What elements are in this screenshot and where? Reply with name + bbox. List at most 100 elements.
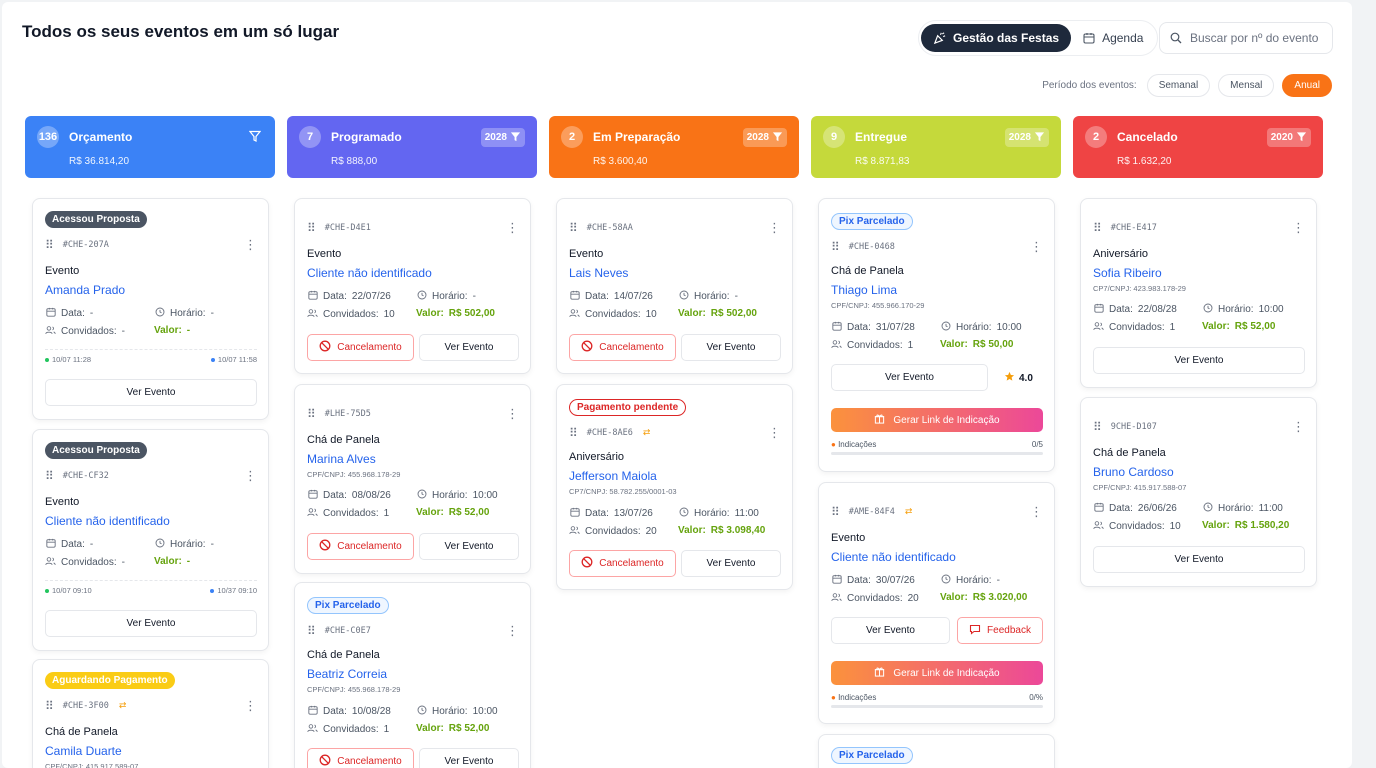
date-label: Data: xyxy=(323,291,347,302)
drag-handle-icon[interactable]: ⠿ xyxy=(1093,221,1102,235)
event-card[interactable]: ⠿ #CHE-D4E1 ⋮ Evento Cliente não identifi… xyxy=(294,198,531,374)
client-name[interactable]: Jefferson Maiola xyxy=(569,469,657,483)
event-card[interactable]: Aguardando Pagamento ⠿ #CHE-3F00 ⇄ ⋮ Chá … xyxy=(32,659,269,768)
column-1: 7 Programado R$ 888,00 2028 xyxy=(287,116,537,178)
column-total: R$ 888,00 xyxy=(331,156,378,167)
ban-icon xyxy=(581,556,593,571)
time-value: - xyxy=(210,539,214,550)
event-card[interactable]: ⠿ #CHE-58AA ⋮ Evento Lais Neves Data: 14/07… xyxy=(556,198,793,374)
view-event-button[interactable]: Ver Evento xyxy=(419,748,519,768)
year-filter[interactable]: 2028 xyxy=(480,128,525,147)
more-menu-icon[interactable]: ⋮ xyxy=(244,698,257,714)
drag-handle-icon[interactable]: ⠿ xyxy=(569,221,578,235)
drag-handle-icon[interactable]: ⠿ xyxy=(1093,420,1102,434)
event-id: #AME-84F4 xyxy=(848,507,895,517)
period-mensal[interactable]: Mensal xyxy=(1218,74,1275,97)
status-badge: Aguardando Pagamento xyxy=(45,672,175,689)
tab-agenda[interactable]: Agenda xyxy=(1071,24,1155,52)
generate-referral-link-button[interactable]: Gerar Link de Indicação xyxy=(831,408,1043,432)
more-menu-icon[interactable]: ⋮ xyxy=(768,220,781,236)
more-menu-icon[interactable]: ⋮ xyxy=(1030,239,1043,255)
view-event-button[interactable]: Ver Evento xyxy=(831,617,950,644)
view-event-button[interactable]: Ver Evento xyxy=(1093,546,1305,573)
drag-handle-icon[interactable]: ⠿ xyxy=(307,624,316,638)
cancel-button[interactable]: Cancelamento xyxy=(307,334,414,361)
event-card[interactable]: Acessou Proposta ⠿ #CHE-207A ⋮ Evento Ama… xyxy=(32,198,269,420)
button-label: Ver Evento xyxy=(1174,355,1224,366)
view-event-button[interactable]: Ver Evento xyxy=(831,364,988,391)
year-filter[interactable]: 2028 xyxy=(742,128,787,147)
client-name[interactable]: Amanda Prado xyxy=(45,283,126,297)
client-name[interactable]: Lais Neves xyxy=(569,266,629,280)
event-card[interactable]: Pix Parcelado xyxy=(818,734,1055,768)
more-menu-icon[interactable]: ⋮ xyxy=(768,425,781,441)
client-name[interactable]: Marina Alves xyxy=(307,452,376,466)
drag-handle-icon[interactable]: ⠿ xyxy=(307,407,316,421)
cancel-button[interactable]: Cancelamento xyxy=(307,748,414,768)
more-menu-icon[interactable]: ⋮ xyxy=(1292,220,1305,236)
period-semanal[interactable]: Semanal xyxy=(1146,74,1211,97)
column-header: 7 Programado R$ 888,00 2028 xyxy=(287,116,537,178)
guests-field: Convidados: 10 xyxy=(1093,520,1181,533)
client-name[interactable]: Thiago Lima xyxy=(831,283,898,297)
view-event-button[interactable]: Ver Evento xyxy=(45,379,257,406)
guests-field: Convidados: - xyxy=(45,556,125,569)
event-card[interactable]: ⠿ #CHE-E417 ⋮ Aniversário Sofia Ribeiro CP… xyxy=(1080,198,1317,388)
more-menu-icon[interactable]: ⋮ xyxy=(244,468,257,484)
feedback-button[interactable]: Feedback xyxy=(957,617,1043,644)
event-card[interactable]: Acessou Proposta ⠿ #CHE-CF32 ⋮ Evento Cli… xyxy=(32,429,269,651)
generate-referral-link-button[interactable]: Gerar Link de Indicação xyxy=(831,661,1043,685)
filter-icon[interactable] xyxy=(248,130,262,145)
more-menu-icon[interactable]: ⋮ xyxy=(506,406,519,422)
event-card[interactable]: Pagamento pendente ⠿ #CHE-8AE6 ⇄ ⋮ Aniver… xyxy=(556,384,793,590)
year-filter[interactable]: 2028 xyxy=(1004,128,1049,147)
drag-handle-icon[interactable]: ⠿ xyxy=(831,240,840,254)
drag-handle-icon[interactable]: ⠿ xyxy=(307,221,316,235)
client-name[interactable]: Beatriz Correia xyxy=(307,667,388,681)
event-card[interactable]: ⠿ 9CHE-D107 ⋮ Chá de Panela Bruno Cardoso… xyxy=(1080,397,1317,587)
calendar-icon xyxy=(307,705,318,718)
button-label: Ver Evento xyxy=(1174,554,1224,565)
more-menu-icon[interactable]: ⋮ xyxy=(1292,419,1305,435)
view-event-button[interactable]: Ver Evento xyxy=(681,334,781,361)
year-filter[interactable]: 2020 xyxy=(1266,128,1311,147)
drag-handle-icon[interactable]: ⠿ xyxy=(45,699,54,713)
event-card[interactable]: ⠿ #LHE-75D5 ⋮ Chá de Panela Marina Alves C… xyxy=(294,384,531,574)
cancel-button[interactable]: Cancelamento xyxy=(307,533,414,560)
event-card[interactable]: Pix Parcelado ⠿ #CHE-0468 ⋮ Chá de Panela… xyxy=(818,198,1055,472)
date-label: Data: xyxy=(323,706,347,717)
client-name[interactable]: Bruno Cardoso xyxy=(1093,465,1174,479)
ban-icon xyxy=(319,539,331,554)
drag-handle-icon[interactable]: ⠿ xyxy=(831,505,840,519)
drag-handle-icon[interactable]: ⠿ xyxy=(45,469,54,483)
cancel-button[interactable]: Cancelamento xyxy=(569,550,676,577)
time-label: Horário: xyxy=(432,490,468,501)
view-event-button[interactable]: Ver Evento xyxy=(681,550,781,577)
client-name[interactable]: Cliente não identificado xyxy=(307,266,432,280)
view-event-button[interactable]: Ver Evento xyxy=(45,610,257,637)
drag-handle-icon[interactable]: ⠿ xyxy=(569,426,578,440)
tab-gestao-das-festas[interactable]: Gestão das Festas xyxy=(921,24,1072,52)
event-card[interactable]: Pix Parcelado ⠿ #CHE-C0E7 ⋮ Chá de Panela… xyxy=(294,582,531,768)
clock-icon xyxy=(1202,303,1213,316)
view-event-button[interactable]: Ver Evento xyxy=(1093,347,1305,374)
event-card[interactable]: ⠿ #AME-84F4 ⇄ ⋮ Evento Cliente não identi… xyxy=(818,482,1055,724)
client-name[interactable]: Cliente não identificado xyxy=(831,550,956,564)
more-menu-icon[interactable]: ⋮ xyxy=(506,220,519,236)
search-input[interactable]: Buscar por nº do evento xyxy=(1159,22,1333,54)
button-label: Cancelamento xyxy=(599,558,664,569)
client-name[interactable]: Cliente não identificado xyxy=(45,514,170,528)
cancel-button[interactable]: Cancelamento xyxy=(569,334,676,361)
drag-handle-icon[interactable]: ⠿ xyxy=(45,238,54,252)
date-value: 10/08/28 xyxy=(351,706,391,717)
more-menu-icon[interactable]: ⋮ xyxy=(1030,504,1043,520)
client-name[interactable]: Sofia Ribeiro xyxy=(1093,266,1162,280)
client-name[interactable]: Camila Duarte xyxy=(45,744,122,758)
event-type: Chá de Panela xyxy=(307,434,380,446)
period-anual[interactable]: Anual xyxy=(1282,74,1332,97)
view-event-button[interactable]: Ver Evento xyxy=(419,334,519,361)
value-field: Valor: R$ 50,00 xyxy=(940,339,1013,350)
more-menu-icon[interactable]: ⋮ xyxy=(244,237,257,253)
view-event-button[interactable]: Ver Evento xyxy=(419,533,519,560)
more-menu-icon[interactable]: ⋮ xyxy=(506,623,519,639)
